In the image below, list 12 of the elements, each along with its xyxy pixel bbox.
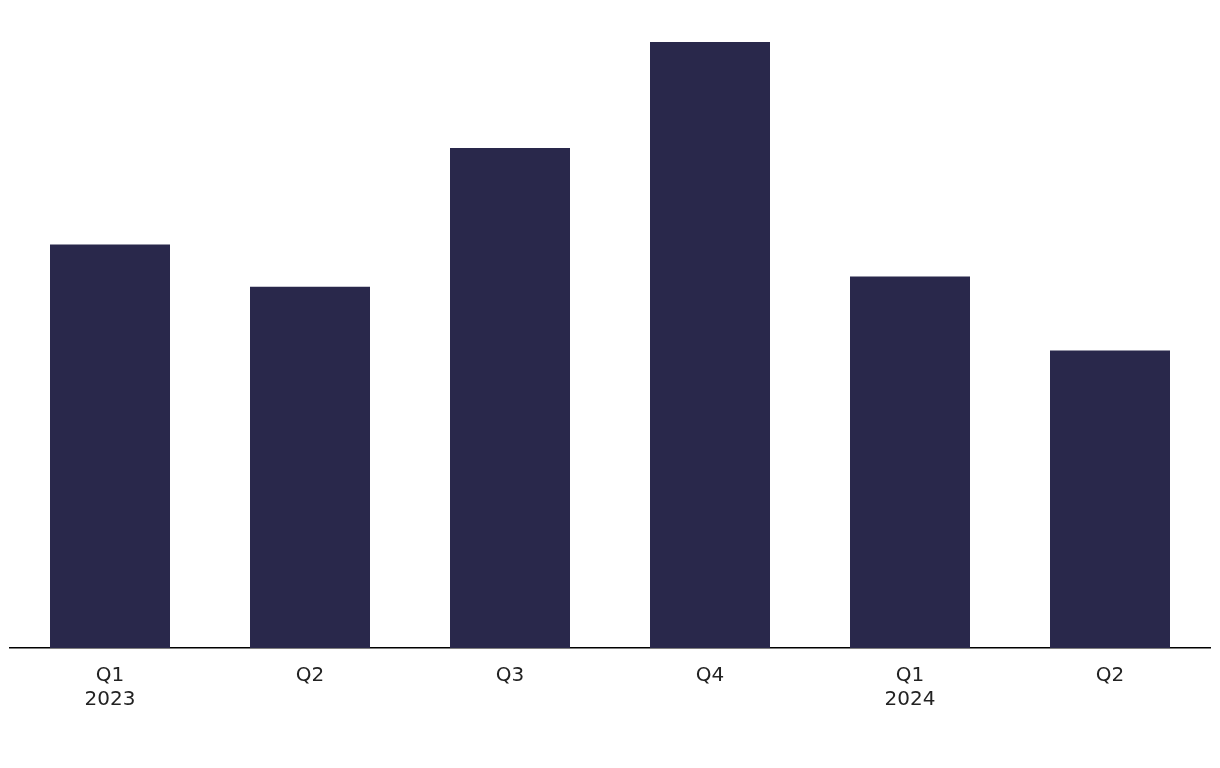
bar	[850, 276, 970, 648]
x-tick-label: Q2	[1095, 662, 1125, 687]
x-tick-label: Q2	[295, 662, 325, 687]
bar	[650, 42, 770, 648]
x-tick-label: Q4	[695, 662, 725, 687]
bar	[450, 148, 570, 648]
bar	[250, 286, 370, 648]
x-tick-label: Q3	[495, 662, 525, 687]
x-tick-label: Q1 2024	[884, 662, 936, 711]
bar	[50, 244, 170, 648]
x-tick-label: Q1 2023	[84, 662, 136, 711]
bar	[1050, 350, 1170, 648]
